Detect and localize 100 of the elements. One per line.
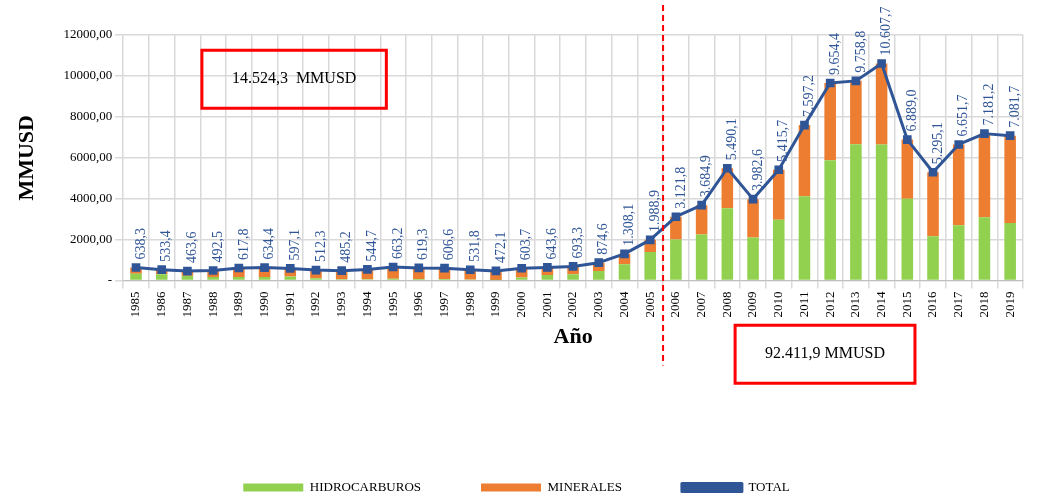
point [800,120,809,130]
data-label: 7.081,7 [1006,85,1022,128]
data-label: 693,3 [569,226,585,259]
data-label: 3.982,6 [749,149,765,192]
point [543,263,552,272]
point [517,263,526,273]
point [388,262,398,272]
x-tick-label: 1986 [153,291,169,318]
data-label: 638,3 [132,228,148,260]
data-label: 463,6 [184,231,200,264]
point [723,163,732,173]
x-tick-label: 1996 [410,291,426,318]
bar [798,196,811,280]
bar [567,274,579,280]
point [748,194,758,204]
bar [618,264,631,280]
bar [593,270,605,280]
data-label: 6.889,0 [903,89,919,132]
y-axis-title: MMUSD [12,115,38,201]
y-tick-label: - [107,272,113,288]
bar [130,273,142,280]
x-tick-label: 1989 [230,291,246,318]
y-tick-label: 2000,00 [69,231,113,247]
x-tick-label: 2003 [590,291,606,318]
bar [1004,223,1016,280]
data-label: 619,3 [415,228,431,260]
bar [927,236,939,280]
data-label: 7.597,2 [801,75,817,118]
data-label: 5.295,1 [929,122,945,165]
point [131,263,141,272]
bar [927,172,939,237]
point [285,264,295,273]
x-tick-label: 1997 [435,291,451,318]
x-tick-label: 2001 [538,291,554,318]
x-tick-label: 2007 [693,291,709,318]
x-tick-label: 1988 [204,291,220,318]
data-label: 643,6 [544,227,560,260]
point [208,266,218,275]
x-tick-label: 1992 [307,291,323,318]
data-label: 874,6 [595,223,611,255]
annotation: 14.524,3 MMUSD [231,69,357,87]
x-tick-label: 2002 [564,291,580,318]
point [337,266,347,275]
point [877,59,886,68]
text: 92.411,9 MMUSD [765,344,885,362]
x-tick-label: 2018 [975,291,991,318]
bar [233,276,245,280]
x-tick-label: 1985 [127,291,143,318]
data-label: 5.490,1 [724,118,740,161]
y-tick-label: 8000,00 [69,108,113,124]
data-label: 472,1 [492,231,508,263]
data-label: 1.308,1 [621,203,637,246]
bar [747,199,759,238]
x-tick-label: 1990 [255,291,271,318]
data-label: 1.988,9 [646,189,662,232]
point [954,140,964,149]
data-label: 7.181,2 [981,83,997,126]
point [568,262,578,271]
data-label: 6.651,7 [955,94,971,137]
x-tick-label: 2004 [615,291,631,318]
bar [850,80,862,145]
data-label: 512,3 [312,230,328,263]
x-tick-label: 1998 [461,291,477,318]
bar [901,198,914,280]
x-tick-label: 2008 [718,291,734,318]
y-tick-label: 4000,00 [69,190,113,206]
bar [747,237,759,280]
point [414,263,424,273]
point [260,263,269,272]
data-label: 3.684,9 [698,155,714,198]
legend-label: HIDROCARBUROS [309,478,422,494]
bar [772,169,785,220]
x-tick-label: 1991 [281,291,297,318]
point [465,265,475,275]
data-label: 485,2 [338,231,354,263]
data-label: 597,1 [286,228,302,261]
point [928,167,938,177]
y-tick-label: 6000,00 [69,149,113,165]
x-tick-label: 2012 [821,291,837,318]
y-tick-label: 12000,00 [63,26,113,42]
data-label: 603,7 [518,228,534,261]
x-tick-label: 2015 [898,291,914,318]
bar [721,208,734,280]
x-tick-label: 2019 [1001,291,1017,318]
point [440,263,449,273]
point [671,212,681,222]
x-tick-label: 1987 [178,291,194,318]
point [311,265,321,275]
point [491,266,501,276]
legend-label: TOTAL [748,478,790,494]
point [774,165,784,175]
point [183,266,192,276]
bar [258,276,271,280]
bar [850,144,862,280]
data-label: 9.654,4 [826,33,842,76]
y-tick-label: 10000,00 [63,67,113,83]
point [645,235,655,245]
data-label: 544,7 [364,229,380,262]
point [363,265,372,274]
data-label: 634,4 [261,228,277,260]
